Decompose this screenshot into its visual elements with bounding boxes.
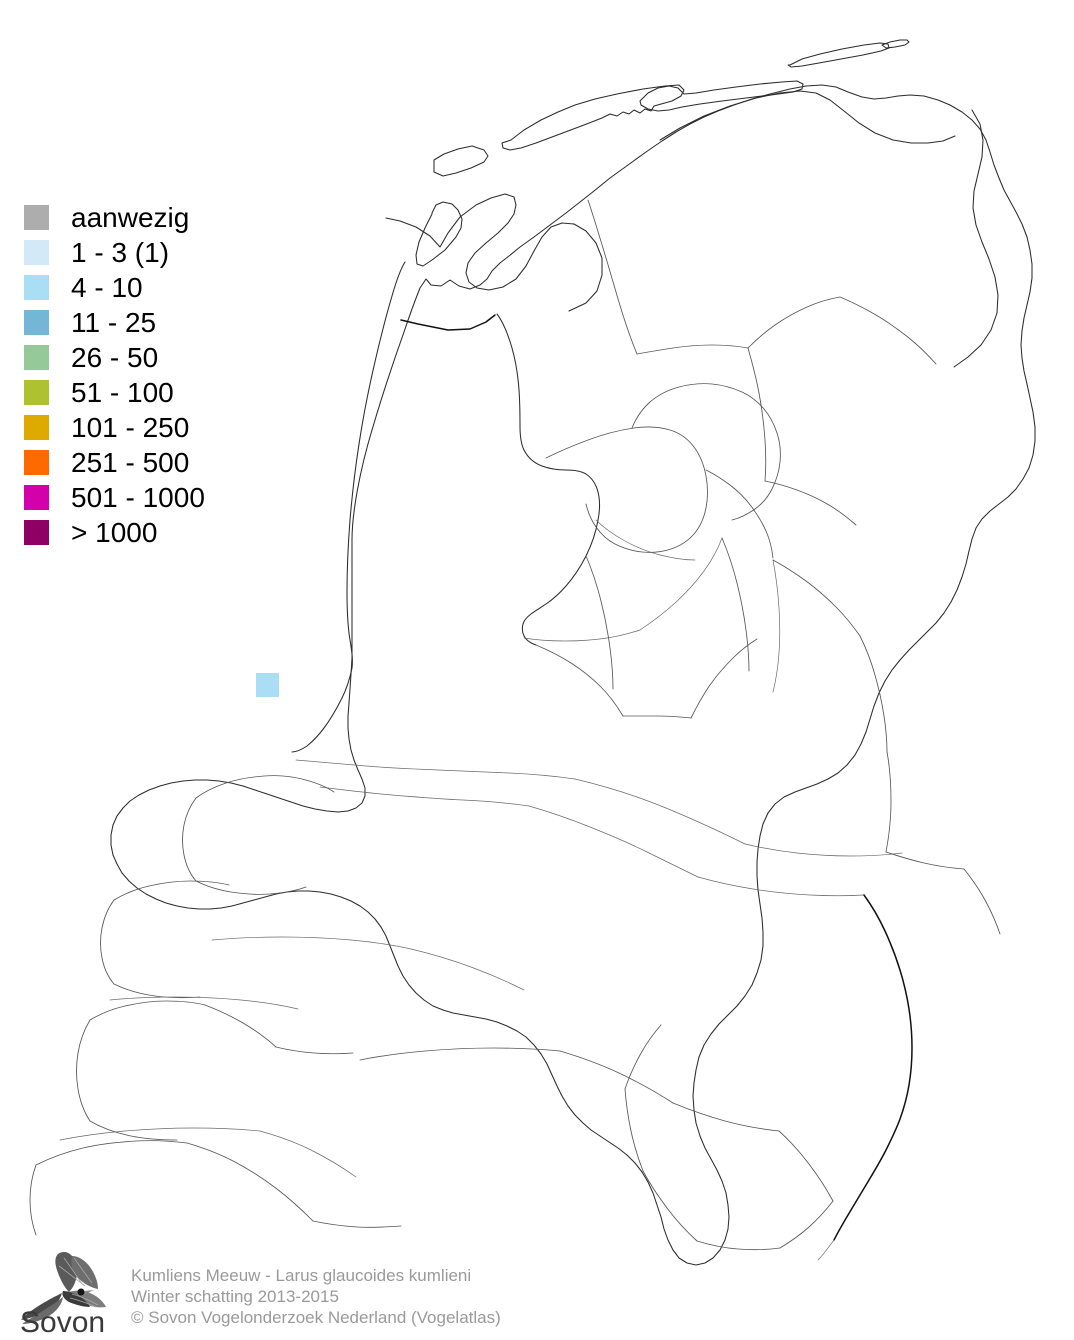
legend-row: 51 - 100 bbox=[24, 375, 324, 410]
legend-swatch bbox=[24, 345, 49, 370]
legend-swatch bbox=[24, 240, 49, 265]
legend-label: 26 - 50 bbox=[71, 341, 159, 373]
ijsselmeer-polders bbox=[524, 384, 780, 641]
caption-species: Kumliens Meeuw - Larus glaucoides kumlie… bbox=[131, 1266, 472, 1285]
caption-period: Winter schatting 2013-2015 bbox=[131, 1287, 339, 1306]
caption-copyright: © Sovon Vogelonderzoek Nederland (Vogela… bbox=[131, 1308, 501, 1327]
legend-label: 11 - 25 bbox=[71, 306, 157, 338]
map-borders-outer bbox=[386, 91, 998, 367]
legend-row: 501 - 1000 bbox=[24, 480, 324, 515]
swallow-bird-icon: Sovon bbox=[20, 1251, 106, 1336]
legend-swatch bbox=[24, 415, 49, 440]
country-outline-main bbox=[292, 262, 600, 752]
legend-swatch bbox=[24, 275, 49, 300]
legend-row: 11 - 25 bbox=[24, 305, 324, 340]
legend-label: aanwezig bbox=[71, 201, 190, 233]
legend-label: 4 - 10 bbox=[71, 271, 143, 303]
legend-label: 101 - 250 bbox=[71, 411, 190, 443]
legend-label: > 1000 bbox=[71, 516, 158, 548]
legend-label: 1 - 3 (1) bbox=[71, 236, 170, 268]
map-legend: aanwezig 1 - 3 (1) 4 - 10 11 - 25 26 - 50 51 … bbox=[24, 200, 324, 550]
legend-swatch bbox=[24, 485, 49, 510]
legend-swatch bbox=[24, 310, 49, 335]
legend-row: 4 - 10 bbox=[24, 270, 324, 305]
legend-row: 101 - 250 bbox=[24, 410, 324, 445]
wadden-islands bbox=[416, 40, 909, 266]
legend-label: 51 - 100 bbox=[71, 376, 174, 408]
netherlands-mainland-outline bbox=[111, 85, 1035, 1265]
legend-row: 26 - 50 bbox=[24, 340, 324, 375]
sovon-wordmark: Sovon bbox=[20, 1306, 105, 1336]
map-data-cell bbox=[256, 673, 279, 697]
rivers bbox=[296, 560, 912, 1260]
legend-label: 501 - 1000 bbox=[71, 481, 205, 513]
legend-swatch bbox=[24, 520, 49, 545]
legend-swatch bbox=[24, 450, 49, 475]
legend-swatch bbox=[24, 205, 49, 230]
south-borders bbox=[360, 752, 1000, 1250]
legend-row: 251 - 500 bbox=[24, 445, 324, 480]
map-caption: Kumliens Meeuw - Larus glaucoides kumlie… bbox=[131, 1265, 501, 1328]
data-grid-cells bbox=[256, 673, 279, 697]
legend-row: 1 - 3 (1) bbox=[24, 235, 324, 270]
legend-row: > 1000 bbox=[24, 515, 324, 550]
legend-row: aanwezig bbox=[24, 200, 324, 235]
zeeland-delta bbox=[30, 776, 524, 1235]
legend-label: 251 - 500 bbox=[71, 446, 190, 478]
sovon-logo: Sovon bbox=[18, 1248, 124, 1336]
map-footer: Sovon Kumliens Meeuw - Larus glaucoides … bbox=[0, 1240, 1074, 1340]
legend-swatch bbox=[24, 380, 49, 405]
province-borders bbox=[536, 200, 936, 752]
